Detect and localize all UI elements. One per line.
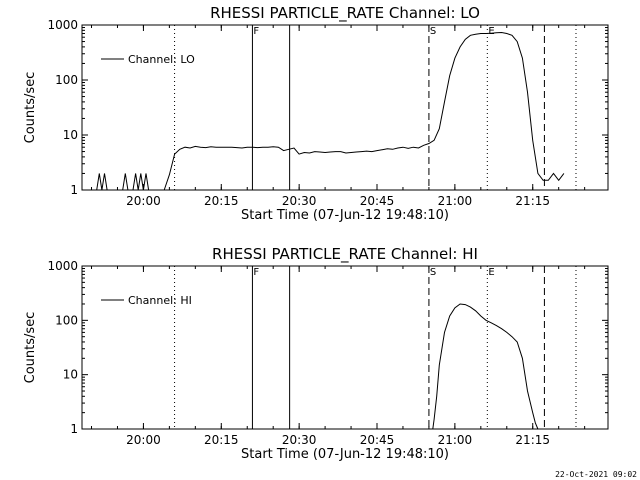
y-axis-label: Counts/sec — [23, 72, 38, 144]
y-axis-label: Counts/sec — [23, 312, 38, 384]
y-tick-label: 1000 — [47, 259, 78, 273]
x-tick-label: 20:15 — [204, 194, 239, 208]
plot-frame — [81, 24, 609, 191]
x-tick-label: 20:30 — [282, 433, 317, 447]
x-tick-label: 20:15 — [204, 433, 239, 447]
x-tick-label: 20:00 — [126, 194, 161, 208]
y-tick-label: 1 — [70, 183, 78, 197]
event-marker-label: S — [430, 267, 436, 278]
y-tick-label: 100 — [55, 313, 78, 327]
series-line — [432, 303, 539, 430]
event-marker-label: E — [488, 267, 494, 278]
event-marker-label: E — [488, 26, 494, 37]
event-marker-label: S — [430, 26, 436, 37]
event-marker-label: F — [253, 267, 259, 278]
x-tick-label: 20:30 — [282, 194, 317, 208]
y-tick-label: 100 — [55, 73, 78, 87]
timestamp-footer: 22-Oct-2021 09:02 — [555, 470, 637, 479]
legend-entry: Channel: LO — [128, 53, 195, 66]
plot-frame — [81, 265, 609, 430]
series-line — [96, 31, 565, 191]
x-tick-label: 20:45 — [360, 194, 395, 208]
x-tick-label: 21:00 — [438, 194, 473, 208]
chart-panel-hi: RHESSI PARTICLE_RATE Channel: HI 1 10 100 10… — [23, 245, 609, 462]
legend-entry: Channel: HI — [128, 294, 192, 307]
y-tick-label: 10 — [63, 128, 78, 142]
y-tick-label: 10 — [63, 368, 78, 382]
y-tick-label: 1 — [70, 422, 78, 436]
x-tick-label: 20:45 — [360, 433, 395, 447]
x-tick-label: 21:15 — [515, 433, 550, 447]
x-tick-label: 20:00 — [126, 433, 161, 447]
chart-title: RHESSI PARTICLE_RATE Channel: HI — [212, 245, 478, 264]
x-tick-label: 21:15 — [515, 194, 550, 208]
x-axis-label: Start Time (07-Jun-12 19:48:10) — [241, 208, 449, 223]
chart-title: RHESSI PARTICLE_RATE Channel: LO — [210, 4, 480, 23]
y-tick-label: 1000 — [47, 18, 78, 32]
event-marker-label: F — [253, 26, 259, 37]
chart-panel-lo: RHESSI PARTICLE_RATE Channel: LO 1 10 100 10… — [23, 4, 609, 223]
x-tick-label: 21:00 — [438, 433, 473, 447]
x-axis-label: Start Time (07-Jun-12 19:48:10) — [241, 447, 449, 462]
